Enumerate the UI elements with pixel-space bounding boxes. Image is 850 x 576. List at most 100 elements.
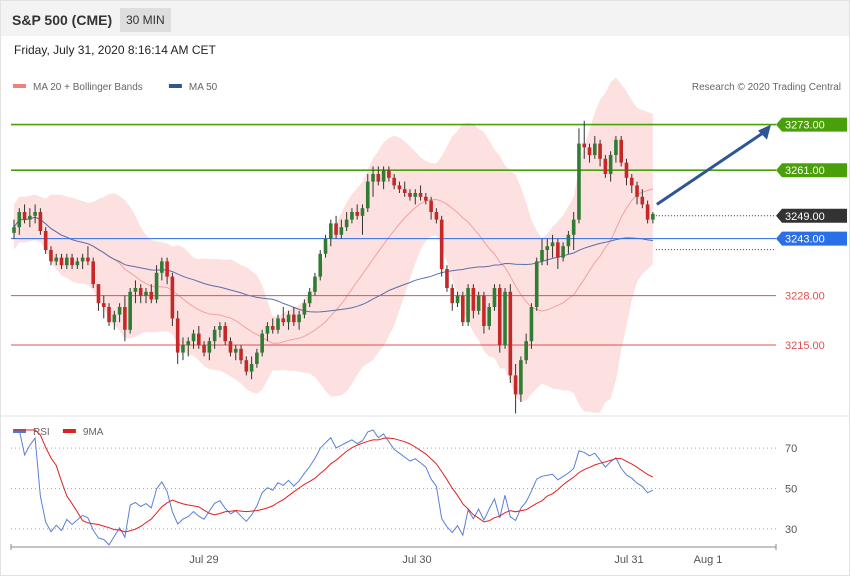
legend-label: MA 20 + Bollinger Bands [33, 82, 143, 93]
last-price-tag [776, 208, 847, 223]
candle-body [91, 261, 95, 285]
candle-body [86, 257, 90, 262]
candle-body [255, 352, 259, 364]
candle-body [313, 276, 317, 292]
candle-body [350, 212, 354, 220]
candle-body [329, 223, 333, 239]
candle-body [619, 139, 623, 163]
candle-body [635, 185, 639, 197]
price-chart[interactable]: 3273.00 3261.00 3249.00 3243.00 3228.00 3215.… [11, 77, 847, 414]
candle-body [318, 253, 323, 277]
candle-body [239, 348, 243, 361]
legend-swatch [168, 84, 182, 88]
candle-body [75, 261, 80, 266]
candle-body [292, 314, 296, 323]
candle-body [376, 174, 381, 182]
candle-body [12, 227, 16, 233]
candle-body [149, 291, 154, 300]
candle-body [297, 314, 301, 323]
candle-body [508, 291, 513, 376]
candle-body [233, 348, 238, 353]
candle-body [101, 303, 106, 307]
candle-body [223, 326, 227, 342]
candle-body [128, 291, 132, 330]
candle-body [202, 345, 206, 353]
timeframe-selector[interactable]: 30 MIN [120, 8, 171, 32]
candle-body [138, 288, 143, 296]
candle-body [492, 288, 497, 307]
candle-body [38, 212, 43, 231]
pivot-price-tag [776, 231, 847, 246]
candle-body [587, 147, 592, 155]
candle-body [513, 375, 518, 395]
candle-body [334, 223, 338, 235]
candle-body [186, 341, 191, 345]
candle-body [577, 143, 581, 220]
rsi-9ma-line [14, 429, 654, 533]
candle-body [434, 212, 439, 220]
candle-body [365, 181, 370, 209]
candle-body [497, 288, 502, 345]
candle-body [624, 162, 629, 178]
candle-body [65, 257, 69, 266]
candle-body [402, 189, 407, 193]
candle-body [471, 288, 476, 311]
rsi-line [14, 429, 654, 546]
candle-body [265, 326, 270, 334]
candle-body [228, 341, 233, 353]
candle-body [608, 155, 613, 174]
resistance-price-tag [776, 117, 847, 132]
candle-body [640, 196, 645, 205]
candle-body [96, 284, 101, 304]
candle-body [645, 204, 650, 220]
candle-body [307, 291, 312, 304]
candle-body [651, 213, 655, 220]
candle-body [476, 295, 481, 311]
candle-body [270, 326, 275, 330]
candle-body [582, 143, 587, 148]
candle-body [540, 250, 544, 262]
candle-body [392, 177, 396, 186]
candle-body [450, 288, 455, 304]
support-label: 3228.00 [785, 291, 825, 303]
support-label: 3215.00 [785, 340, 825, 352]
candle-body [33, 212, 37, 216]
candle-body [466, 288, 470, 323]
forecast-arrow-head [758, 124, 771, 140]
candle-body [360, 208, 365, 216]
candle-body [503, 291, 507, 345]
candle-body [424, 196, 428, 201]
candle-body [281, 318, 286, 323]
rsi-chart[interactable]: 70 50 30 [11, 429, 797, 546]
ma20-line [13, 188, 654, 344]
candle-body [534, 261, 539, 307]
candle-body [519, 360, 523, 395]
candle-body [545, 246, 550, 250]
instrument-title: S&P 500 (CME) [12, 12, 113, 28]
candle-body [593, 143, 597, 155]
candle-body [371, 174, 375, 182]
time-axis-label: Jul 31 [614, 554, 643, 566]
rsi-tick-label: 50 [785, 484, 797, 496]
last-label: 3249.00 [785, 211, 825, 223]
candle-body [212, 329, 217, 342]
candle-body [43, 231, 48, 250]
candle-body [70, 257, 74, 266]
candle-body [49, 250, 53, 262]
time-axis: Jul 29 Jul 30 Jul 31 Aug 1 [10, 544, 777, 566]
candle-body [614, 139, 618, 155]
candle-body [302, 303, 307, 315]
candle-body [344, 219, 349, 228]
candle-body [413, 193, 418, 197]
candle-body [487, 307, 491, 326]
rsi-tick-label: 30 [785, 524, 797, 536]
candle-body [260, 333, 264, 353]
header-bar: S&P 500 (CME) 30 MIN [1, 1, 849, 36]
price-legend: MA 20 + Bollinger Bands MA 50 [13, 82, 218, 93]
ma50-line [13, 216, 653, 313]
candle-body [561, 246, 565, 258]
candle-body [408, 193, 412, 197]
candle-body [355, 212, 359, 216]
legend-swatch [62, 429, 76, 433]
candle-body [175, 318, 180, 353]
